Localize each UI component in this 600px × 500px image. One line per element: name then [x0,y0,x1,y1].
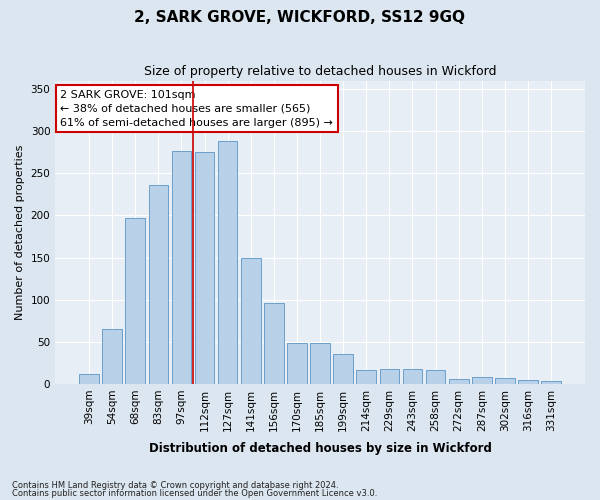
Bar [356,370,376,384]
Bar [310,344,330,384]
Bar [472,377,491,384]
Bar [264,303,284,384]
Bar [172,152,191,384]
Bar [426,370,445,384]
Text: Contains HM Land Registry data © Crown copyright and database right 2024.: Contains HM Land Registry data © Crown c… [12,481,338,490]
Bar [334,354,353,384]
Bar [541,382,561,384]
Bar [380,368,399,384]
Bar [495,378,515,384]
Bar [218,141,238,384]
Bar [241,258,260,384]
Text: 2 SARK GROVE: 101sqm
← 38% of detached houses are smaller (565)
61% of semi-deta: 2 SARK GROVE: 101sqm ← 38% of detached h… [61,90,334,128]
Bar [449,379,469,384]
Text: 2, SARK GROVE, WICKFORD, SS12 9GQ: 2, SARK GROVE, WICKFORD, SS12 9GQ [134,10,466,25]
X-axis label: Distribution of detached houses by size in Wickford: Distribution of detached houses by size … [149,442,491,455]
Bar [103,329,122,384]
Bar [403,368,422,384]
Bar [195,152,214,384]
Bar [149,185,168,384]
Y-axis label: Number of detached properties: Number of detached properties [15,144,25,320]
Bar [287,344,307,384]
Bar [125,218,145,384]
Text: Contains public sector information licensed under the Open Government Licence v3: Contains public sector information licen… [12,488,377,498]
Bar [518,380,538,384]
Bar [79,374,99,384]
Title: Size of property relative to detached houses in Wickford: Size of property relative to detached ho… [144,65,496,78]
